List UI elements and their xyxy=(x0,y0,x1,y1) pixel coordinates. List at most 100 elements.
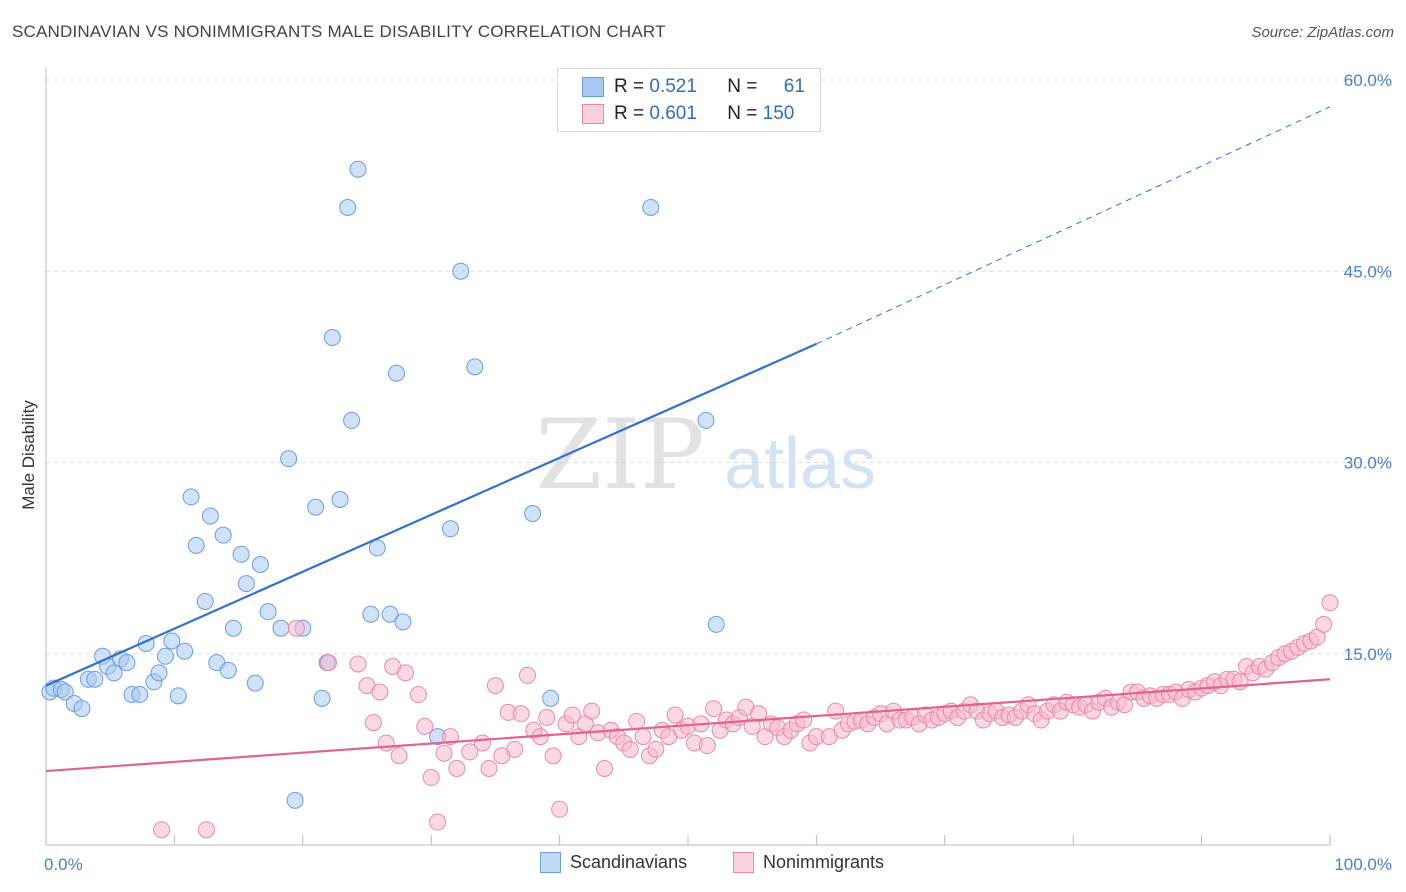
point-nonimmigrants xyxy=(506,740,524,758)
trend-line-scandinavians-projection xyxy=(816,106,1331,345)
point-scandinavians xyxy=(343,411,361,429)
stats-legend: R = 0.521 N = 61 R = 0.601 N = 150 xyxy=(557,68,821,132)
point-nonimmigrants xyxy=(1315,615,1333,633)
point-nonimmigrants xyxy=(429,813,447,831)
point-nonimmigrants xyxy=(422,768,440,786)
legend-swatch-scandinavians xyxy=(540,852,561,873)
legend-r-value: 0.601 xyxy=(649,103,697,124)
point-scandinavians xyxy=(187,536,205,554)
point-nonimmigrants xyxy=(474,734,492,752)
point-scandinavians xyxy=(251,556,269,573)
chart-title: SCANDINAVIAN VS NONIMMIGRANTS MALE DISAB… xyxy=(12,22,666,41)
point-scandinavians xyxy=(524,505,542,522)
trend-lines xyxy=(45,106,1331,773)
point-scandinavians xyxy=(642,199,660,216)
y-tick-label: 60.0% xyxy=(1344,71,1392,90)
point-scandinavians xyxy=(182,488,200,506)
point-nonimmigrants xyxy=(827,702,845,720)
point-scandinavians xyxy=(214,526,232,544)
series-legend: Scandinavians Nonimmigrants xyxy=(0,852,1406,876)
data-points xyxy=(41,160,1339,839)
point-scandinavians xyxy=(219,661,237,679)
point-scandinavians xyxy=(259,603,277,621)
trend-line-nonimmigrants xyxy=(45,678,1331,773)
legend-n-label: N = xyxy=(727,76,758,97)
point-nonimmigrants xyxy=(390,747,408,765)
point-nonimmigrants xyxy=(538,709,556,726)
point-nonimmigrants xyxy=(750,705,768,723)
point-nonimmigrants xyxy=(563,706,581,724)
axes xyxy=(45,68,1331,846)
point-scandinavians xyxy=(331,490,349,508)
point-scandinavians xyxy=(150,664,168,682)
point-scandinavians xyxy=(56,683,74,701)
point-scandinavians xyxy=(349,160,367,178)
point-scandinavians xyxy=(707,615,725,633)
point-nonimmigrants xyxy=(634,728,652,746)
y-tick-label: 45.0% xyxy=(1344,262,1392,281)
point-scandinavians xyxy=(163,632,181,650)
legend-row-scandinavians: R = 0.521 N = 61 xyxy=(582,75,805,99)
point-nonimmigrants xyxy=(647,740,665,758)
point-nonimmigrants xyxy=(705,700,723,718)
point-scandinavians xyxy=(368,539,386,557)
point-nonimmigrants xyxy=(480,760,498,777)
point-scandinavians xyxy=(196,592,214,610)
point-nonimmigrants xyxy=(544,747,562,765)
legend-swatch-nonimmigrants xyxy=(733,852,754,873)
point-nonimmigrants xyxy=(461,743,479,761)
point-scandinavians xyxy=(313,689,331,707)
legend-n-label: N = xyxy=(727,103,758,124)
point-nonimmigrants xyxy=(621,740,639,758)
point-nonimmigrants xyxy=(319,654,337,672)
point-nonimmigrants xyxy=(1321,594,1339,612)
point-scandinavians xyxy=(169,687,187,705)
legend-n-value: 61 xyxy=(783,76,805,97)
tick-labels: 15.0% 30.0% 45.0% 60.0% 0.0% 100.0% xyxy=(44,71,1392,874)
legend-row-nonimmigrants: R = 0.601 N = 150 xyxy=(582,102,794,126)
point-nonimmigrants xyxy=(628,712,646,730)
point-nonimmigrants xyxy=(349,655,367,673)
point-scandinavians xyxy=(381,605,399,623)
watermark-zip: ZIP xyxy=(535,399,704,511)
point-scandinavians xyxy=(131,686,149,704)
point-scandinavians xyxy=(224,619,242,637)
point-scandinavians xyxy=(362,605,380,623)
point-scandinavians xyxy=(201,507,219,525)
legend-item-nonimmigrants: Nonimmigrants xyxy=(733,852,884,873)
point-nonimmigrants xyxy=(519,666,536,684)
point-scandinavians xyxy=(232,545,250,563)
point-scandinavians xyxy=(176,642,194,660)
point-scandinavians xyxy=(73,700,91,718)
legend-swatch-nonimmigrants xyxy=(582,104,604,124)
point-scandinavians xyxy=(542,689,560,707)
point-nonimmigrants xyxy=(551,800,569,818)
point-nonimmigrants xyxy=(448,760,466,777)
legend-item-scandinavians: Scandinavians xyxy=(540,852,687,873)
trend-line-scandinavians xyxy=(45,342,817,687)
point-nonimmigrants xyxy=(512,705,530,723)
point-nonimmigrants xyxy=(377,734,395,752)
point-nonimmigrants xyxy=(416,717,434,735)
legend-label-nonimmigrants: Nonimmigrants xyxy=(763,852,885,872)
legend-r-label: R = xyxy=(614,103,645,124)
point-nonimmigrants xyxy=(441,728,459,746)
point-scandinavians xyxy=(86,670,104,688)
point-nonimmigrants xyxy=(397,664,415,682)
gridlines xyxy=(46,79,1392,655)
point-nonimmigrants xyxy=(698,737,716,755)
point-scandinavians xyxy=(452,262,470,280)
y-axis-label: Male Disability xyxy=(19,400,38,510)
point-nonimmigrants xyxy=(486,677,504,695)
point-scandinavians xyxy=(280,450,298,468)
point-scandinavians xyxy=(237,575,255,593)
point-scandinavians xyxy=(272,619,290,637)
point-scandinavians xyxy=(246,674,264,692)
legend-r-label: R = xyxy=(614,76,645,97)
point-scandinavians xyxy=(441,520,459,538)
x-tick-label: 100.0% xyxy=(1334,855,1392,874)
y-tick-label: 30.0% xyxy=(1344,454,1392,473)
legend-swatch-scandinavians xyxy=(582,77,604,97)
point-nonimmigrants xyxy=(583,702,601,720)
